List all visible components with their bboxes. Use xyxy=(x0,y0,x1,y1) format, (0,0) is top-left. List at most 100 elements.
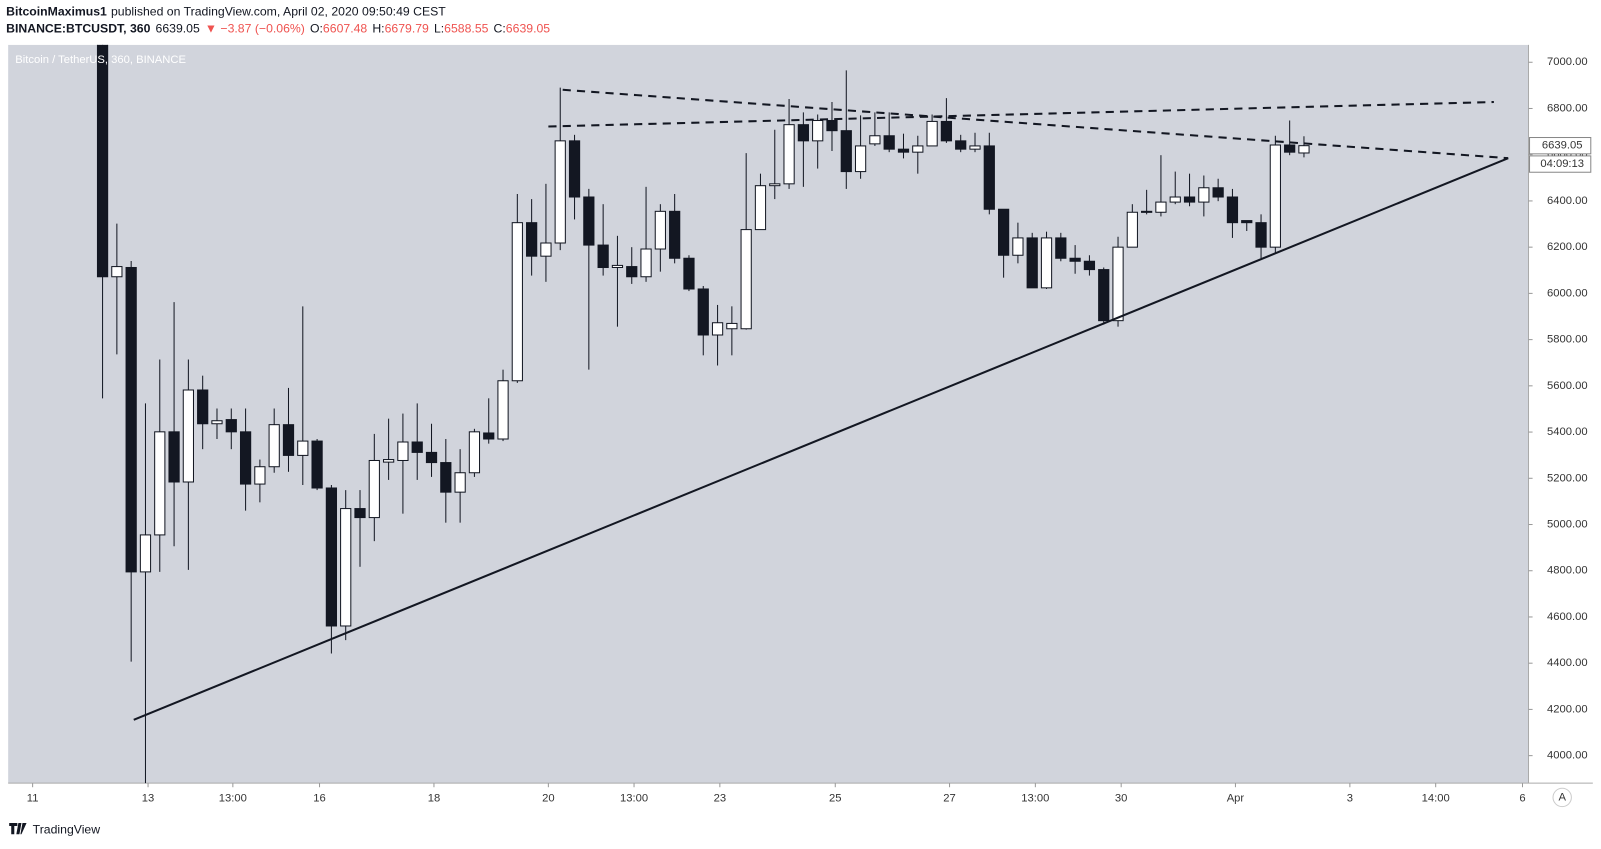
brand: TradingView xyxy=(33,822,101,836)
candle-body xyxy=(654,210,666,250)
ohlc-label: H: xyxy=(372,22,384,36)
x-tick-label: 30 xyxy=(1115,792,1127,804)
candle-body xyxy=(1026,237,1038,289)
candle-body xyxy=(425,451,438,464)
candle-body xyxy=(1155,201,1167,213)
candle-body xyxy=(783,124,795,185)
x-tick-label: 3 xyxy=(1347,792,1353,804)
candle-body xyxy=(1126,211,1138,248)
x-tick-label: 18 xyxy=(428,792,440,804)
x-tick-label: 23 xyxy=(714,792,726,804)
x-tick-label: Apr xyxy=(1227,792,1245,804)
candle-body xyxy=(940,120,953,142)
candle-body xyxy=(239,431,252,485)
candle-body xyxy=(1055,237,1067,259)
candle-body xyxy=(697,288,709,336)
candle-body xyxy=(1226,196,1239,224)
published: published on TradingView.com, April 02, … xyxy=(111,4,446,18)
candle-body xyxy=(225,419,237,433)
candle-body xyxy=(325,487,338,627)
symbol: BINANCE:BTCUSDT, 360 xyxy=(6,22,150,36)
candle-body xyxy=(869,135,881,145)
header-line-1: BitcoinMaximus1 published on TradingView.… xyxy=(6,4,446,18)
y-tick-label: 6000.00 xyxy=(1547,287,1588,299)
y-tick-label: 7000.00 xyxy=(1547,56,1588,68)
candle-body xyxy=(268,424,280,468)
candle-body xyxy=(368,459,380,519)
auto-scale-label[interactable]: A xyxy=(1558,791,1566,803)
x-tick-label: 25 xyxy=(829,792,841,804)
candle-body xyxy=(683,257,695,290)
candle-body xyxy=(497,380,509,440)
candle-body xyxy=(354,508,366,519)
header-line-2: BINANCE:BTCUSDT, 360 6639.05 ▼ −3.87 (−0.0… xyxy=(6,22,550,36)
candle-body xyxy=(340,508,352,627)
price: 6639.05 xyxy=(156,22,200,36)
ohlc-label: C: xyxy=(494,22,506,36)
candle-body xyxy=(754,185,767,231)
candle-body xyxy=(1284,144,1296,153)
logo xyxy=(9,822,27,835)
candle-body xyxy=(1298,145,1310,154)
candle-body xyxy=(311,440,323,489)
candle-body xyxy=(168,431,180,483)
candle-body xyxy=(626,266,638,278)
candle-body xyxy=(568,140,581,198)
candle-body xyxy=(526,222,538,257)
candle-body xyxy=(1183,196,1196,203)
x-tick-label: 27 xyxy=(943,792,955,804)
countdown-tag xyxy=(1529,155,1592,173)
candle-body xyxy=(1169,196,1181,203)
y-tick-label: 4000.00 xyxy=(1547,750,1588,762)
candle-body xyxy=(1012,237,1024,256)
candle-body xyxy=(883,135,895,150)
candle-body xyxy=(854,145,867,173)
candle-body xyxy=(740,229,752,330)
candle-body xyxy=(1241,220,1253,224)
candle-body xyxy=(983,145,995,210)
candle-body xyxy=(669,210,681,259)
candle-body xyxy=(254,466,266,485)
y-tick-label: 4400.00 xyxy=(1547,657,1588,669)
last-price-tag xyxy=(1529,137,1592,155)
candle-body xyxy=(483,432,495,440)
candle-body xyxy=(640,248,652,278)
x-tick-label: 13 xyxy=(142,792,154,804)
x-tick-label: 13:00 xyxy=(219,792,247,804)
candle-body xyxy=(440,462,452,493)
candle-body xyxy=(969,145,981,150)
x-tick-label: 13:00 xyxy=(1021,792,1049,804)
candle-body xyxy=(454,472,466,493)
countdown-label: 04:09:13 xyxy=(1540,158,1584,170)
candle-body xyxy=(1112,246,1124,322)
y-tick-label: 5200.00 xyxy=(1547,472,1588,484)
candle-body xyxy=(1141,210,1153,213)
ohlc-value: 6588.55 xyxy=(444,22,488,36)
x-tick-label: 13:00 xyxy=(620,792,648,804)
author: BitcoinMaximus1 xyxy=(6,4,107,18)
ohlc-label: L: xyxy=(434,22,444,36)
ohlc-value: 6679.79 xyxy=(385,22,429,36)
candle-body xyxy=(468,431,481,474)
candle-body xyxy=(111,266,123,278)
y-tick-label: 5400.00 xyxy=(1547,426,1588,438)
candle-body xyxy=(1212,187,1224,198)
candle-body xyxy=(411,441,423,453)
candle-body xyxy=(1069,257,1081,262)
candle-body xyxy=(96,44,109,278)
x-tick-label: 11 xyxy=(27,792,39,804)
candle-body xyxy=(840,130,852,173)
candle-body xyxy=(197,389,209,425)
y-tick-label: 4600.00 xyxy=(1547,611,1588,623)
candle-body xyxy=(554,140,566,244)
candle-body xyxy=(1198,187,1210,203)
trendline xyxy=(133,157,1509,721)
y-tick-label: 5000.00 xyxy=(1547,518,1588,530)
plot-background xyxy=(8,44,1529,784)
auto-scale-button[interactable] xyxy=(1552,787,1572,808)
candle-body xyxy=(1255,222,1267,248)
candle-body xyxy=(926,120,938,147)
candle-body xyxy=(611,264,624,269)
y-tick-label: 6800.00 xyxy=(1547,102,1588,114)
